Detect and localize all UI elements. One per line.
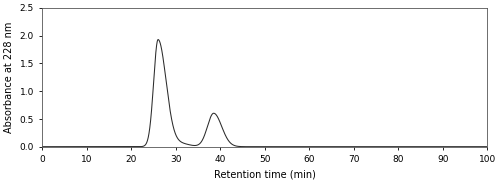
Y-axis label: Absorbance at 228 nm: Absorbance at 228 nm bbox=[4, 22, 14, 133]
X-axis label: Retention time (min): Retention time (min) bbox=[214, 170, 316, 180]
